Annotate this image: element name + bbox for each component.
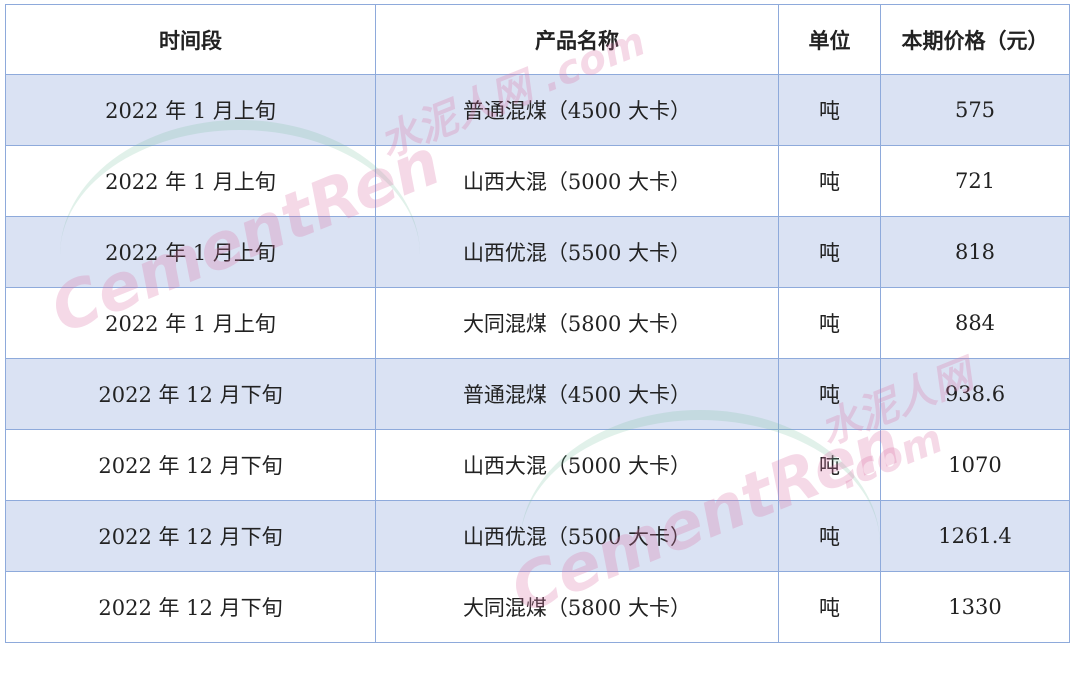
cell-product: 山西优混（5500 大卡） bbox=[375, 216, 779, 288]
table-row: 2022 年 1 月上旬 大同混煤（5800 大卡）吨 884 bbox=[5, 287, 1070, 359]
cell-product: 普通混煤（4500 大卡） bbox=[375, 74, 779, 146]
cell-unit: 吨 bbox=[778, 216, 881, 288]
cell-price: 938.6 bbox=[880, 358, 1070, 430]
cell-unit: 吨 bbox=[778, 287, 881, 359]
table-row: 2022 年 1 月上旬 山西优混（5500 大卡）吨 818 bbox=[5, 216, 1070, 288]
header-product: 产品名称 bbox=[375, 4, 779, 75]
cell-price: 1330 bbox=[880, 571, 1070, 643]
cell-unit: 吨 bbox=[778, 429, 881, 501]
cell-period: 2022 年 12 月下旬 bbox=[5, 571, 376, 643]
cell-price: 721 bbox=[880, 145, 1070, 217]
cell-product: 大同混煤（5800 大卡） bbox=[375, 287, 779, 359]
cell-product: 山西大混（5000 大卡） bbox=[375, 145, 779, 217]
table-row: 2022 年 12 月下旬 山西大混（5000 大卡）吨 1070 bbox=[5, 429, 1070, 501]
cell-product: 山西大混（5000 大卡） bbox=[375, 429, 779, 501]
cell-period: 2022 年 1 月上旬 bbox=[5, 74, 376, 146]
table-row: 2022 年 12 月下旬 山西优混（5500 大卡）吨 1261.4 bbox=[5, 500, 1070, 572]
cell-product: 大同混煤（5800 大卡） bbox=[375, 571, 779, 643]
cell-price: 1261.4 bbox=[880, 500, 1070, 572]
table-row: 2022 年 12 月下旬 大同混煤（5800 大卡）吨 1330 bbox=[5, 571, 1070, 643]
table-row: 2022 年 12 月下旬 普通混煤（4500 大卡）吨 938.6 bbox=[5, 358, 1070, 430]
cell-unit: 吨 bbox=[778, 145, 881, 217]
cell-period: 2022 年 12 月下旬 bbox=[5, 358, 376, 430]
cell-period: 2022 年 12 月下旬 bbox=[5, 429, 376, 501]
table-row: 2022 年 1 月上旬 普通混煤（4500 大卡）吨 575 bbox=[5, 74, 1070, 146]
cell-period: 2022 年 1 月上旬 bbox=[5, 216, 376, 288]
cell-price: 884 bbox=[880, 287, 1070, 359]
cell-unit: 吨 bbox=[778, 571, 881, 643]
cell-product: 普通混煤（4500 大卡） bbox=[375, 358, 779, 430]
header-row: 时间段 产品名称 单位 本期价格（元） bbox=[5, 4, 1070, 75]
price-table: 时间段 产品名称 单位 本期价格（元） 2022 年 1 月上旬 普通混煤（450… bbox=[5, 4, 1070, 643]
table-row: 2022 年 1 月上旬 山西大混（5000 大卡）吨 721 bbox=[5, 145, 1070, 217]
cell-product: 山西优混（5500 大卡） bbox=[375, 500, 779, 572]
cell-price: 1070 bbox=[880, 429, 1070, 501]
cell-period: 2022 年 1 月上旬 bbox=[5, 145, 376, 217]
cell-price: 818 bbox=[880, 216, 1070, 288]
header-period: 时间段 bbox=[5, 4, 376, 75]
cell-unit: 吨 bbox=[778, 500, 881, 572]
header-price: 本期价格（元） bbox=[880, 4, 1070, 75]
header-unit: 单位 bbox=[778, 4, 881, 75]
cell-unit: 吨 bbox=[778, 74, 881, 146]
cell-price: 575 bbox=[880, 74, 1070, 146]
cell-period: 2022 年 12 月下旬 bbox=[5, 500, 376, 572]
cell-period: 2022 年 1 月上旬 bbox=[5, 287, 376, 359]
cell-unit: 吨 bbox=[778, 358, 881, 430]
